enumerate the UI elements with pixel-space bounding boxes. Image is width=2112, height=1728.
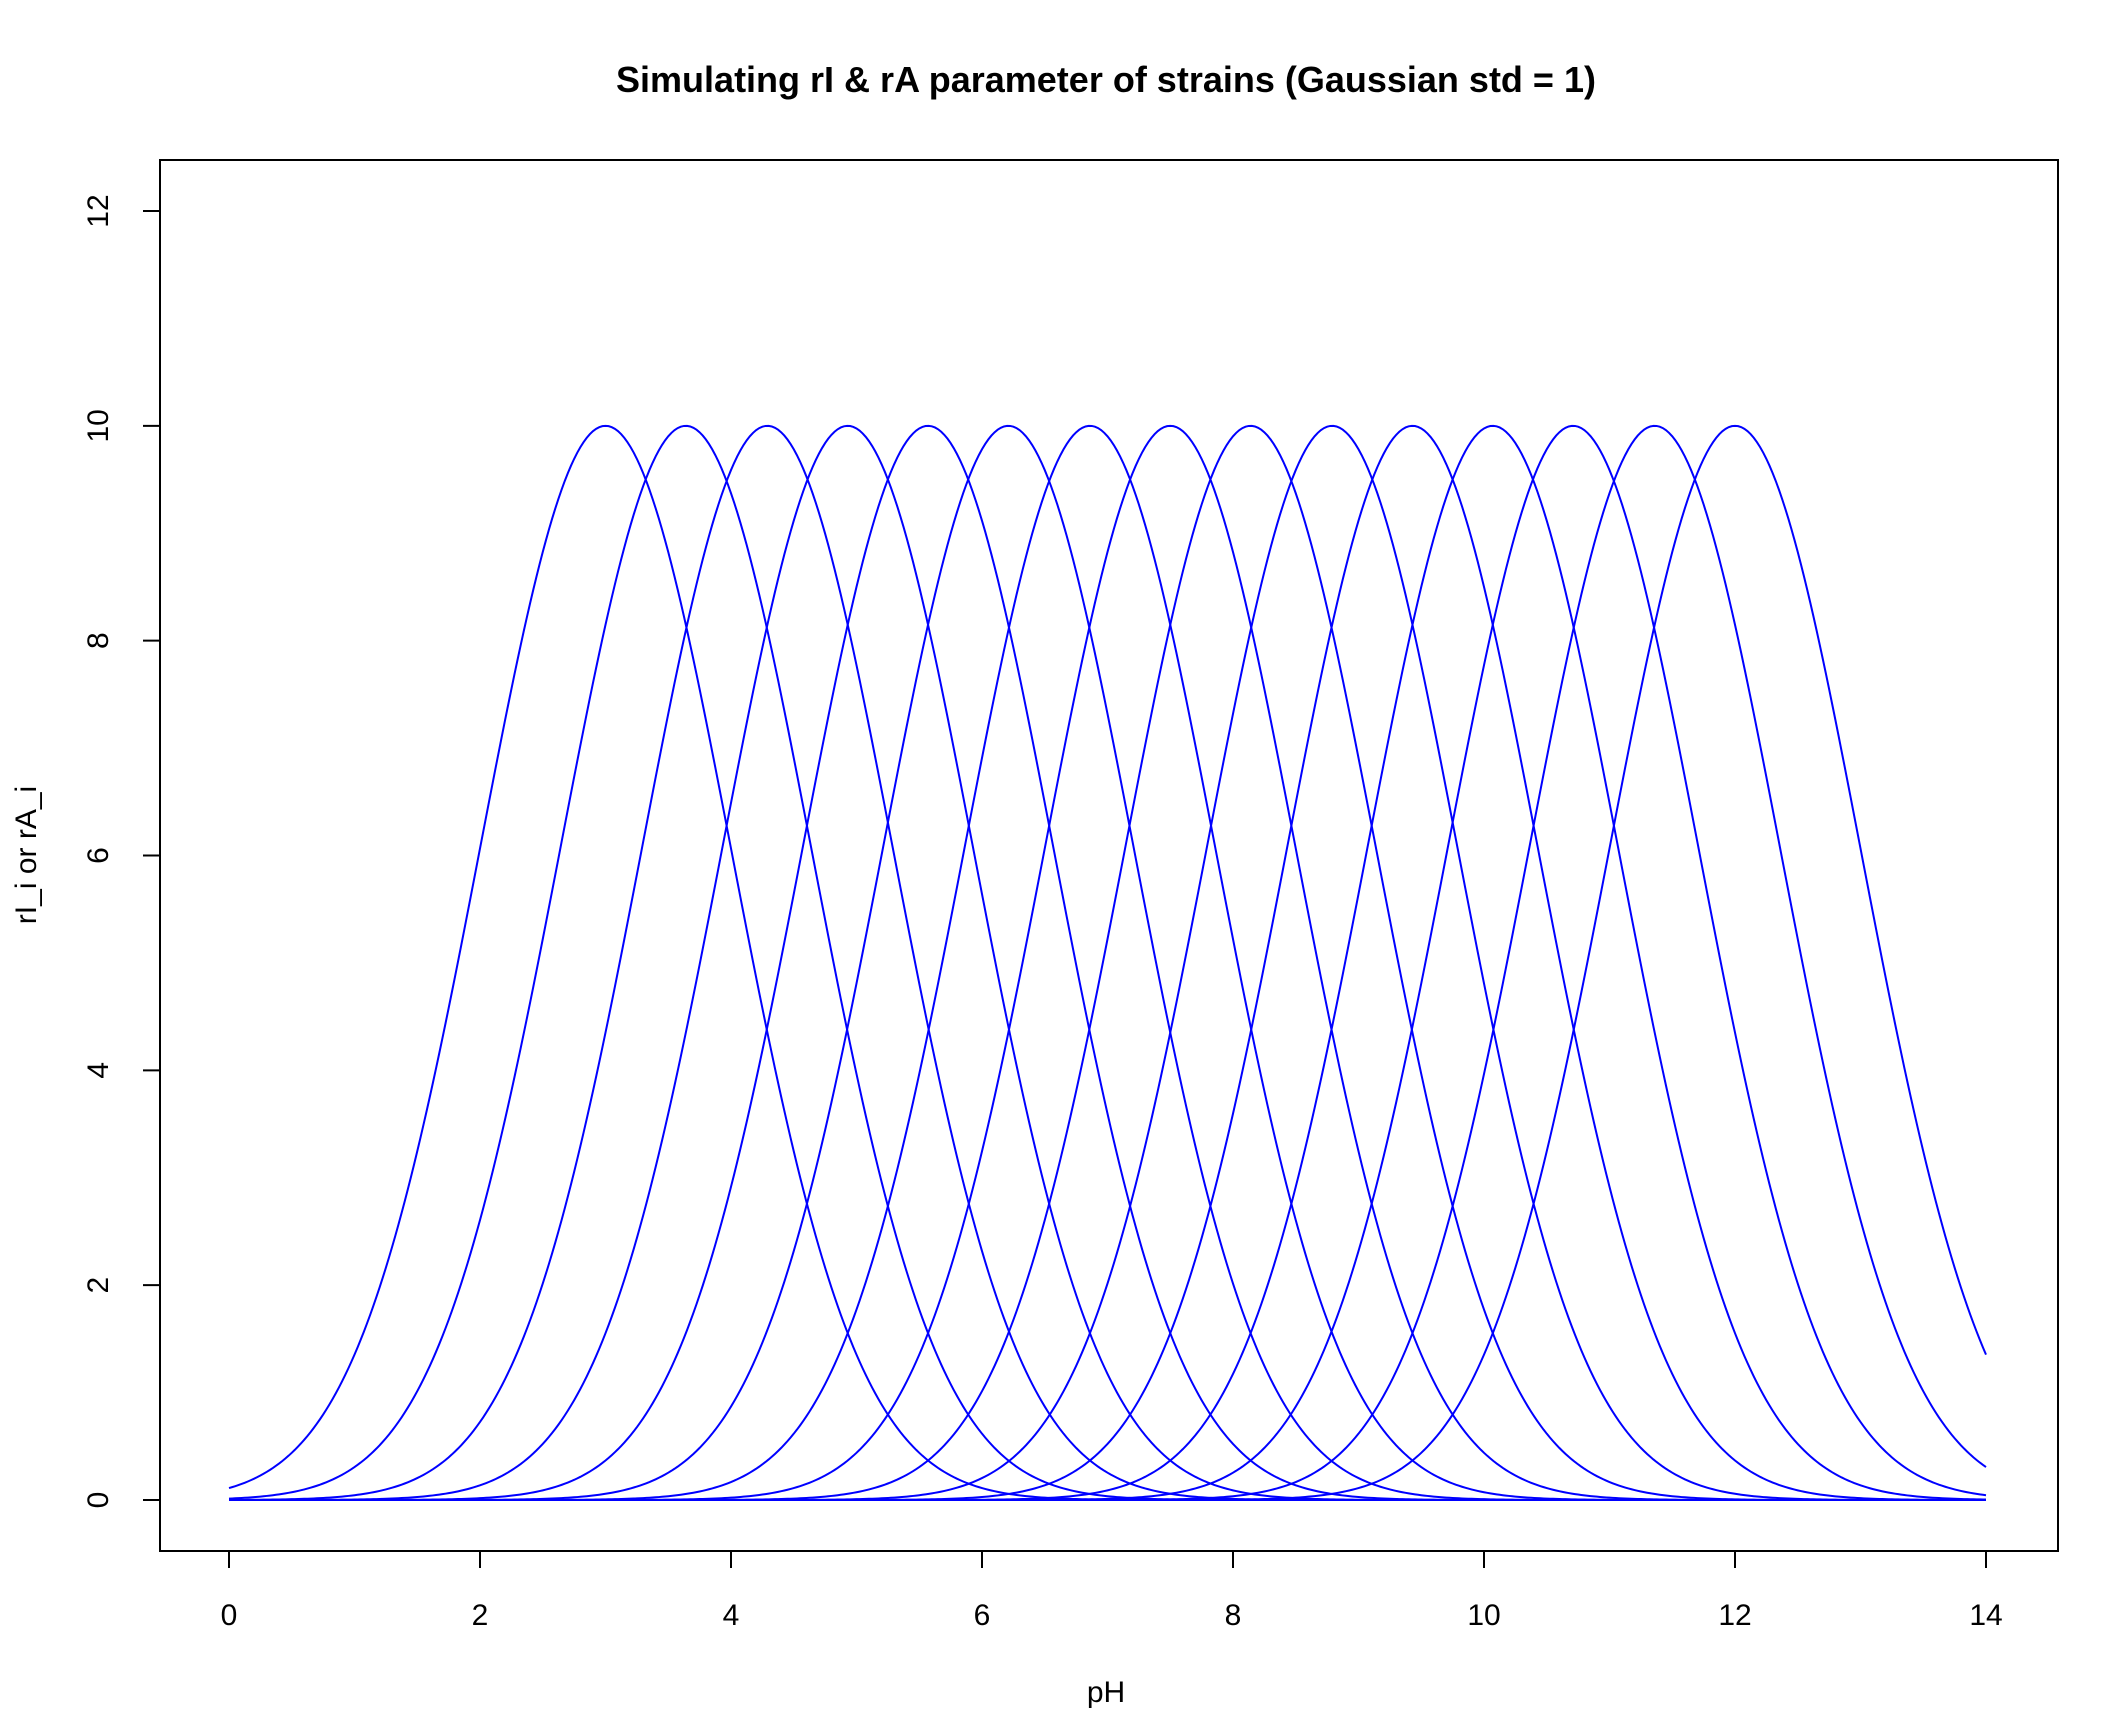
x-axis: 0 2 4 6 8 10 12 14 [221, 1550, 2003, 1632]
y-tick-label: 6 [82, 847, 115, 864]
x-tick-label: 12 [1718, 1599, 1751, 1632]
y-tick-label: 12 [82, 194, 115, 227]
series-line-6 [229, 424, 1986, 1501]
series-line-12 [229, 424, 1987, 1501]
y-axis-label: rI_i or rA_i [10, 786, 43, 924]
chart-title: Simulating rI & rA parameter of strains … [616, 59, 1596, 100]
x-axis-label: pH [1087, 1676, 1125, 1709]
series-line-1 [228, 424, 1986, 1501]
x-tick-label: 14 [1969, 1599, 2002, 1632]
series-line-15 [229, 424, 1987, 1501]
series-line-2 [228, 424, 1986, 1501]
series-line-7 [229, 424, 1986, 1501]
series-line-14 [229, 424, 1987, 1501]
series-curves [228, 424, 1987, 1501]
y-tick-label: 0 [82, 1492, 115, 1509]
series-line-3 [228, 424, 1986, 1501]
x-tick-label: 8 [1225, 1599, 1242, 1632]
y-tick-label: 10 [82, 409, 115, 442]
plot-frame [159, 159, 2059, 1552]
series-line-11 [229, 424, 1987, 1501]
series-line-9 [229, 424, 1986, 1501]
x-tick-label: 2 [472, 1599, 489, 1632]
x-tick-label: 10 [1467, 1599, 1500, 1632]
x-tick-label: 4 [723, 1599, 740, 1632]
series-line-10 [229, 424, 1986, 1501]
x-tick-label: 6 [974, 1599, 991, 1632]
x-tick-label: 0 [221, 1599, 238, 1632]
y-axis: 0 2 4 6 8 10 12 [82, 194, 161, 1509]
y-tick-label: 8 [82, 632, 115, 649]
series-line-5 [229, 424, 1986, 1501]
series-line-4 [229, 424, 1986, 1501]
y-tick-label: 4 [82, 1062, 115, 1079]
y-tick-label: 2 [82, 1277, 115, 1294]
series-line-8 [229, 424, 1986, 1501]
series-line-13 [229, 424, 1987, 1501]
